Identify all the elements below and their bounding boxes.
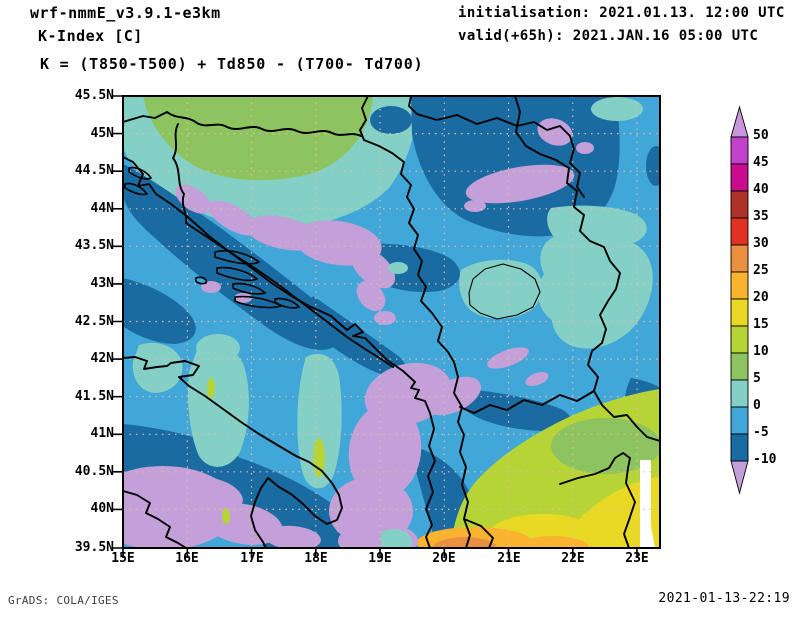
colorbar-label: 20 [753,290,769,305]
colorbar-label: 25 [753,263,769,278]
lat-tick-label: 41N [90,426,114,441]
lon-tick-label: 23E [625,551,649,566]
lon-tick-label: 18E [304,551,328,566]
italy-adriatic-coastline [123,356,343,548]
lat-tick-label: 43N [90,276,114,291]
lat-tick-label: 45.5N [74,88,114,103]
north-border [123,111,362,137]
colorbar-label: 5 [753,371,761,386]
lilac-south-mass [329,362,482,548]
colorbar-label: 10 [753,344,769,359]
danube-border [408,96,585,198]
kosovo-border [468,263,541,320]
colorbar [730,105,749,495]
lat-tick-label: 42N [90,351,114,366]
colorbar-label: 40 [753,182,769,197]
creation-timestamp: 2021-01-13-22:19 [658,591,790,606]
colorbar-label: 0 [753,398,761,413]
lat-tick-label: 42.5N [74,314,114,329]
product-title: K-Index [C] [38,27,143,45]
albania-greece-border [463,518,494,548]
colorbar-label: 50 [753,128,769,143]
colorbar-arrow-top [730,105,749,138]
no-data-strip [640,460,655,548]
drina-albania-border [359,96,471,548]
coastlines-and-borders [123,96,660,548]
colorbar-label: -10 [753,452,777,467]
colorbar-label: 45 [753,155,769,170]
formula-text: K = (T850-T500) + Td850 - (T700- Td700) [40,55,424,73]
lat-tick-label: 41.5N [74,389,114,404]
lat-tick-label: 43.5N [74,238,114,253]
east-serbia-border [514,96,621,392]
grads-credit: GrADS: COLA/IGES [8,594,119,607]
lat-tick-label: 44.5N [74,163,114,178]
init-time: initialisation: 2021.01.13. 12:00 UTC [458,5,785,21]
teal-patches [132,97,653,548]
lon-tick-label: 19E [368,551,392,566]
bosnia-border [172,123,394,368]
adriatic-east-coastline [123,155,436,548]
lon-tick-label: 16E [175,551,199,566]
lat-tick-label: 39.5N [74,540,114,555]
dalmatian-islands [124,166,300,309]
macedonia-greece-border [559,452,636,548]
lat-tick-label: 45N [90,126,114,141]
axis-tick-marks [113,95,638,558]
serbia-macedonia-border [459,390,595,414]
lat-tick-label: 40.5N [74,464,114,479]
lat-tick-label: 44N [90,201,114,216]
colorbar-label: -5 [753,425,769,440]
lon-tick-label: 20E [432,551,456,566]
colorbar-label: 15 [753,317,769,332]
map-plot-area [123,96,660,548]
colorbar-label: 35 [753,209,769,224]
lon-tick-label: 21E [497,551,521,566]
lon-tick-label: 15E [111,551,135,566]
colorbar-arrow-bottom [730,460,749,495]
valid-time: valid(+65h): 2021.JAN.16 05:00 UTC [458,28,759,44]
bulgaria-border-east [593,390,660,442]
contour-fill-regions [123,96,660,548]
lat-tick-label: 40N [90,501,114,516]
model-title: wrf-nmmE_v3.9.1-e3km [30,4,221,22]
lilac-southwest-mass [123,466,321,548]
italy-tyrrhenian-coastline [123,490,187,548]
lon-tick-label: 17E [240,551,264,566]
lon-tick-label: 22E [561,551,585,566]
colorbar-label: 30 [753,236,769,251]
